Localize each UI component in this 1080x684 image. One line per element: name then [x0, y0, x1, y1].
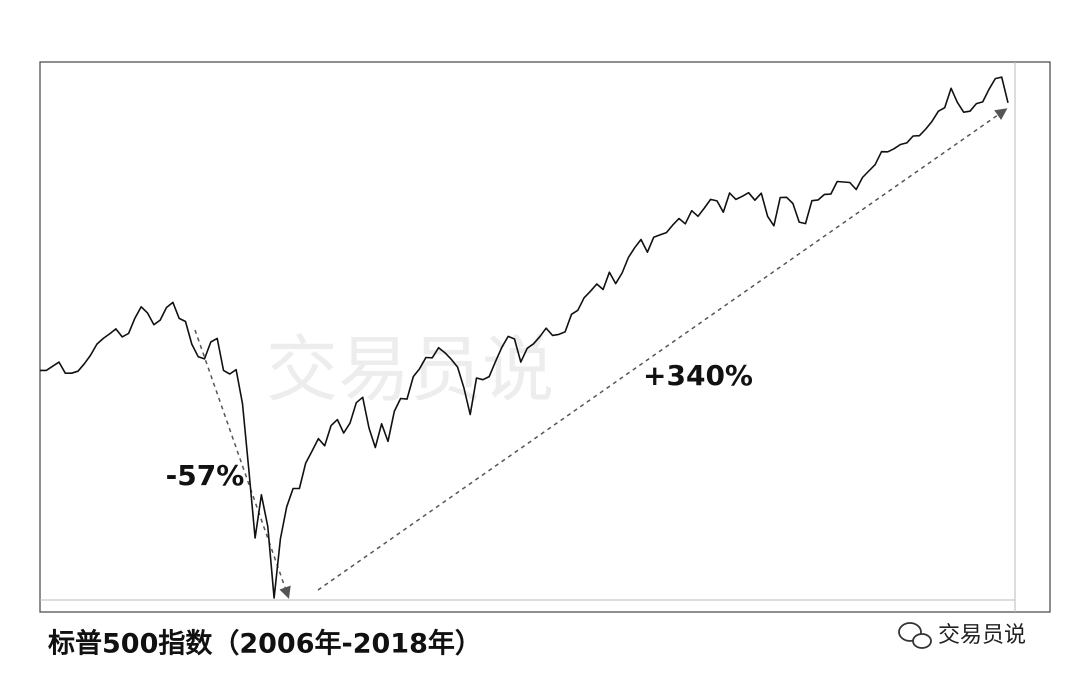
watermark: 交易员说: [266, 328, 554, 412]
plot-frame: [39, 61, 1051, 613]
caption: 标普500指数（2006年-2018年）: [48, 628, 482, 660]
logo: 交易员说: [898, 622, 1026, 649]
logo-icon: [912, 633, 932, 649]
annotation: -57%: [166, 459, 245, 492]
logo-text: 交易员说: [938, 623, 1026, 648]
logo-icon: [898, 622, 922, 642]
rally-arrow: [317, 108, 1008, 591]
annotation: +340%: [643, 359, 753, 392]
price-line: [40, 76, 1009, 599]
drawdown-arrow: [194, 329, 291, 599]
